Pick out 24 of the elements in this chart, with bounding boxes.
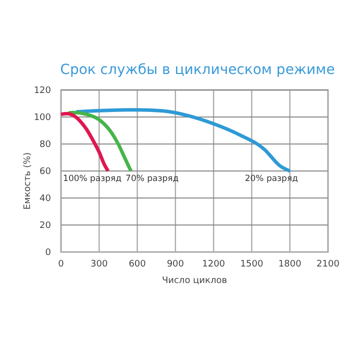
y-axis-title: Емкость (%) (23, 152, 33, 210)
x-tick-label: 900 (166, 259, 184, 270)
y-tick-label: 0 (45, 248, 52, 258)
chart-title: Срок службы в циклическом режиме (60, 62, 335, 78)
y-tick-label: 100 (34, 112, 52, 123)
line-series (59, 112, 110, 173)
x-tick-label: 300 (90, 259, 108, 270)
y-tick-label: 20 (40, 220, 52, 231)
x-tick-label: 2100 (316, 259, 340, 270)
x-axis-title: Число циклов (162, 276, 228, 286)
x-tick-label: 1800 (278, 259, 302, 270)
x-tick-label: 1500 (240, 259, 264, 270)
y-tick-label: 120 (34, 86, 52, 96)
series-label: 70% разряд (126, 174, 179, 184)
series-label: 100% разряд (63, 174, 122, 184)
y-tick-label: 40 (40, 194, 52, 204)
series-label: 20% разряд (244, 174, 298, 184)
x-tick-label: 0 (58, 259, 64, 270)
line-series (74, 108, 292, 173)
y-tick-label: 80 (40, 140, 52, 150)
y-tick-label: 60 (40, 166, 52, 177)
line-series (66, 110, 133, 173)
x-tick-label: 600 (128, 259, 146, 270)
x-tick-label: 1200 (202, 259, 226, 270)
